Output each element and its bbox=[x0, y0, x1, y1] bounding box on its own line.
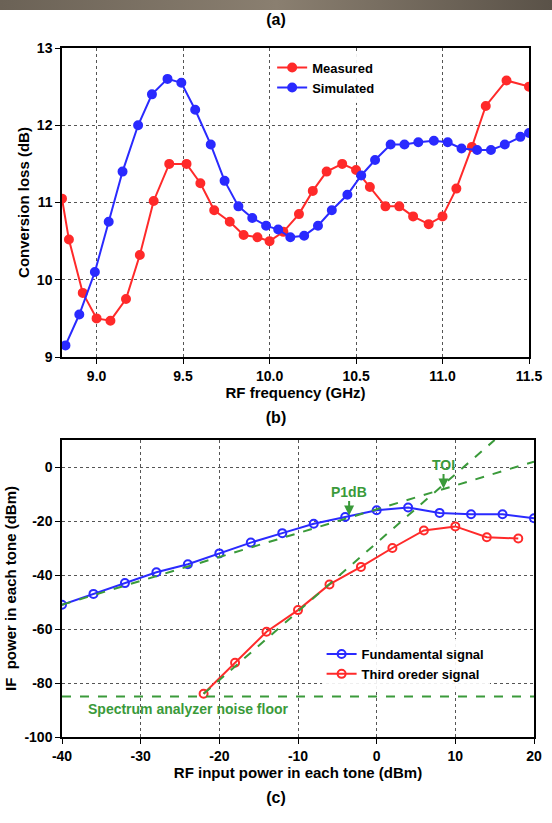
svg-text:Simulated: Simulated bbox=[312, 81, 374, 96]
svg-text:11.5: 11.5 bbox=[516, 368, 543, 384]
svg-text:11.0: 11.0 bbox=[429, 368, 456, 384]
svg-text:-30: -30 bbox=[131, 748, 151, 764]
svg-text:10.5: 10.5 bbox=[342, 368, 369, 384]
svg-text:TOI: TOI bbox=[432, 457, 455, 473]
svg-text:-80: -80 bbox=[32, 675, 52, 691]
svg-text:Spectrum analyzer noise floor: Spectrum analyzer noise floor bbox=[88, 701, 288, 717]
svg-text:0: 0 bbox=[373, 748, 381, 764]
svg-text:0: 0 bbox=[45, 459, 53, 475]
svg-text:Conversion loss (dB): Conversion loss (dB) bbox=[15, 127, 32, 278]
svg-text:11: 11 bbox=[38, 194, 53, 210]
svg-text:9.0: 9.0 bbox=[87, 368, 107, 384]
svg-text:9.5: 9.5 bbox=[173, 368, 193, 384]
svg-text:-40: -40 bbox=[52, 748, 72, 764]
svg-text:20: 20 bbox=[526, 748, 542, 764]
svg-text:Third oreder signal: Third oreder signal bbox=[362, 667, 480, 682]
svg-text:-40: -40 bbox=[32, 567, 52, 583]
html-text:(c): (c) bbox=[266, 789, 286, 806]
svg-text:RF input power in each tone (d: RF input power in each tone (dBm) bbox=[174, 764, 422, 781]
svg-text:-100: -100 bbox=[24, 729, 52, 745]
svg-text:-20: -20 bbox=[32, 513, 52, 529]
svg-text:-20: -20 bbox=[209, 748, 229, 764]
svg-text:10: 10 bbox=[37, 272, 53, 288]
svg-text:Measured: Measured bbox=[312, 61, 373, 76]
svg-text:RF frequency (GHz): RF frequency (GHz) bbox=[225, 384, 365, 401]
svg-text:10: 10 bbox=[448, 748, 464, 764]
svg-text:13: 13 bbox=[37, 40, 53, 56]
svg-text:IF power in each tone (dBm): IF power in each tone (dBm) bbox=[2, 486, 19, 691]
html-text:(a): (a) bbox=[266, 11, 286, 28]
svg-text:Fundamental signal: Fundamental signal bbox=[362, 647, 484, 662]
svg-text:P1dB: P1dB bbox=[331, 484, 367, 500]
svg-text:-60: -60 bbox=[32, 621, 52, 637]
svg-text:-10: -10 bbox=[288, 748, 308, 764]
svg-text:12: 12 bbox=[37, 117, 53, 133]
svg-text:9: 9 bbox=[45, 349, 53, 365]
html-text:(b): (b) bbox=[265, 409, 287, 426]
svg-text:10.0: 10.0 bbox=[256, 368, 283, 384]
